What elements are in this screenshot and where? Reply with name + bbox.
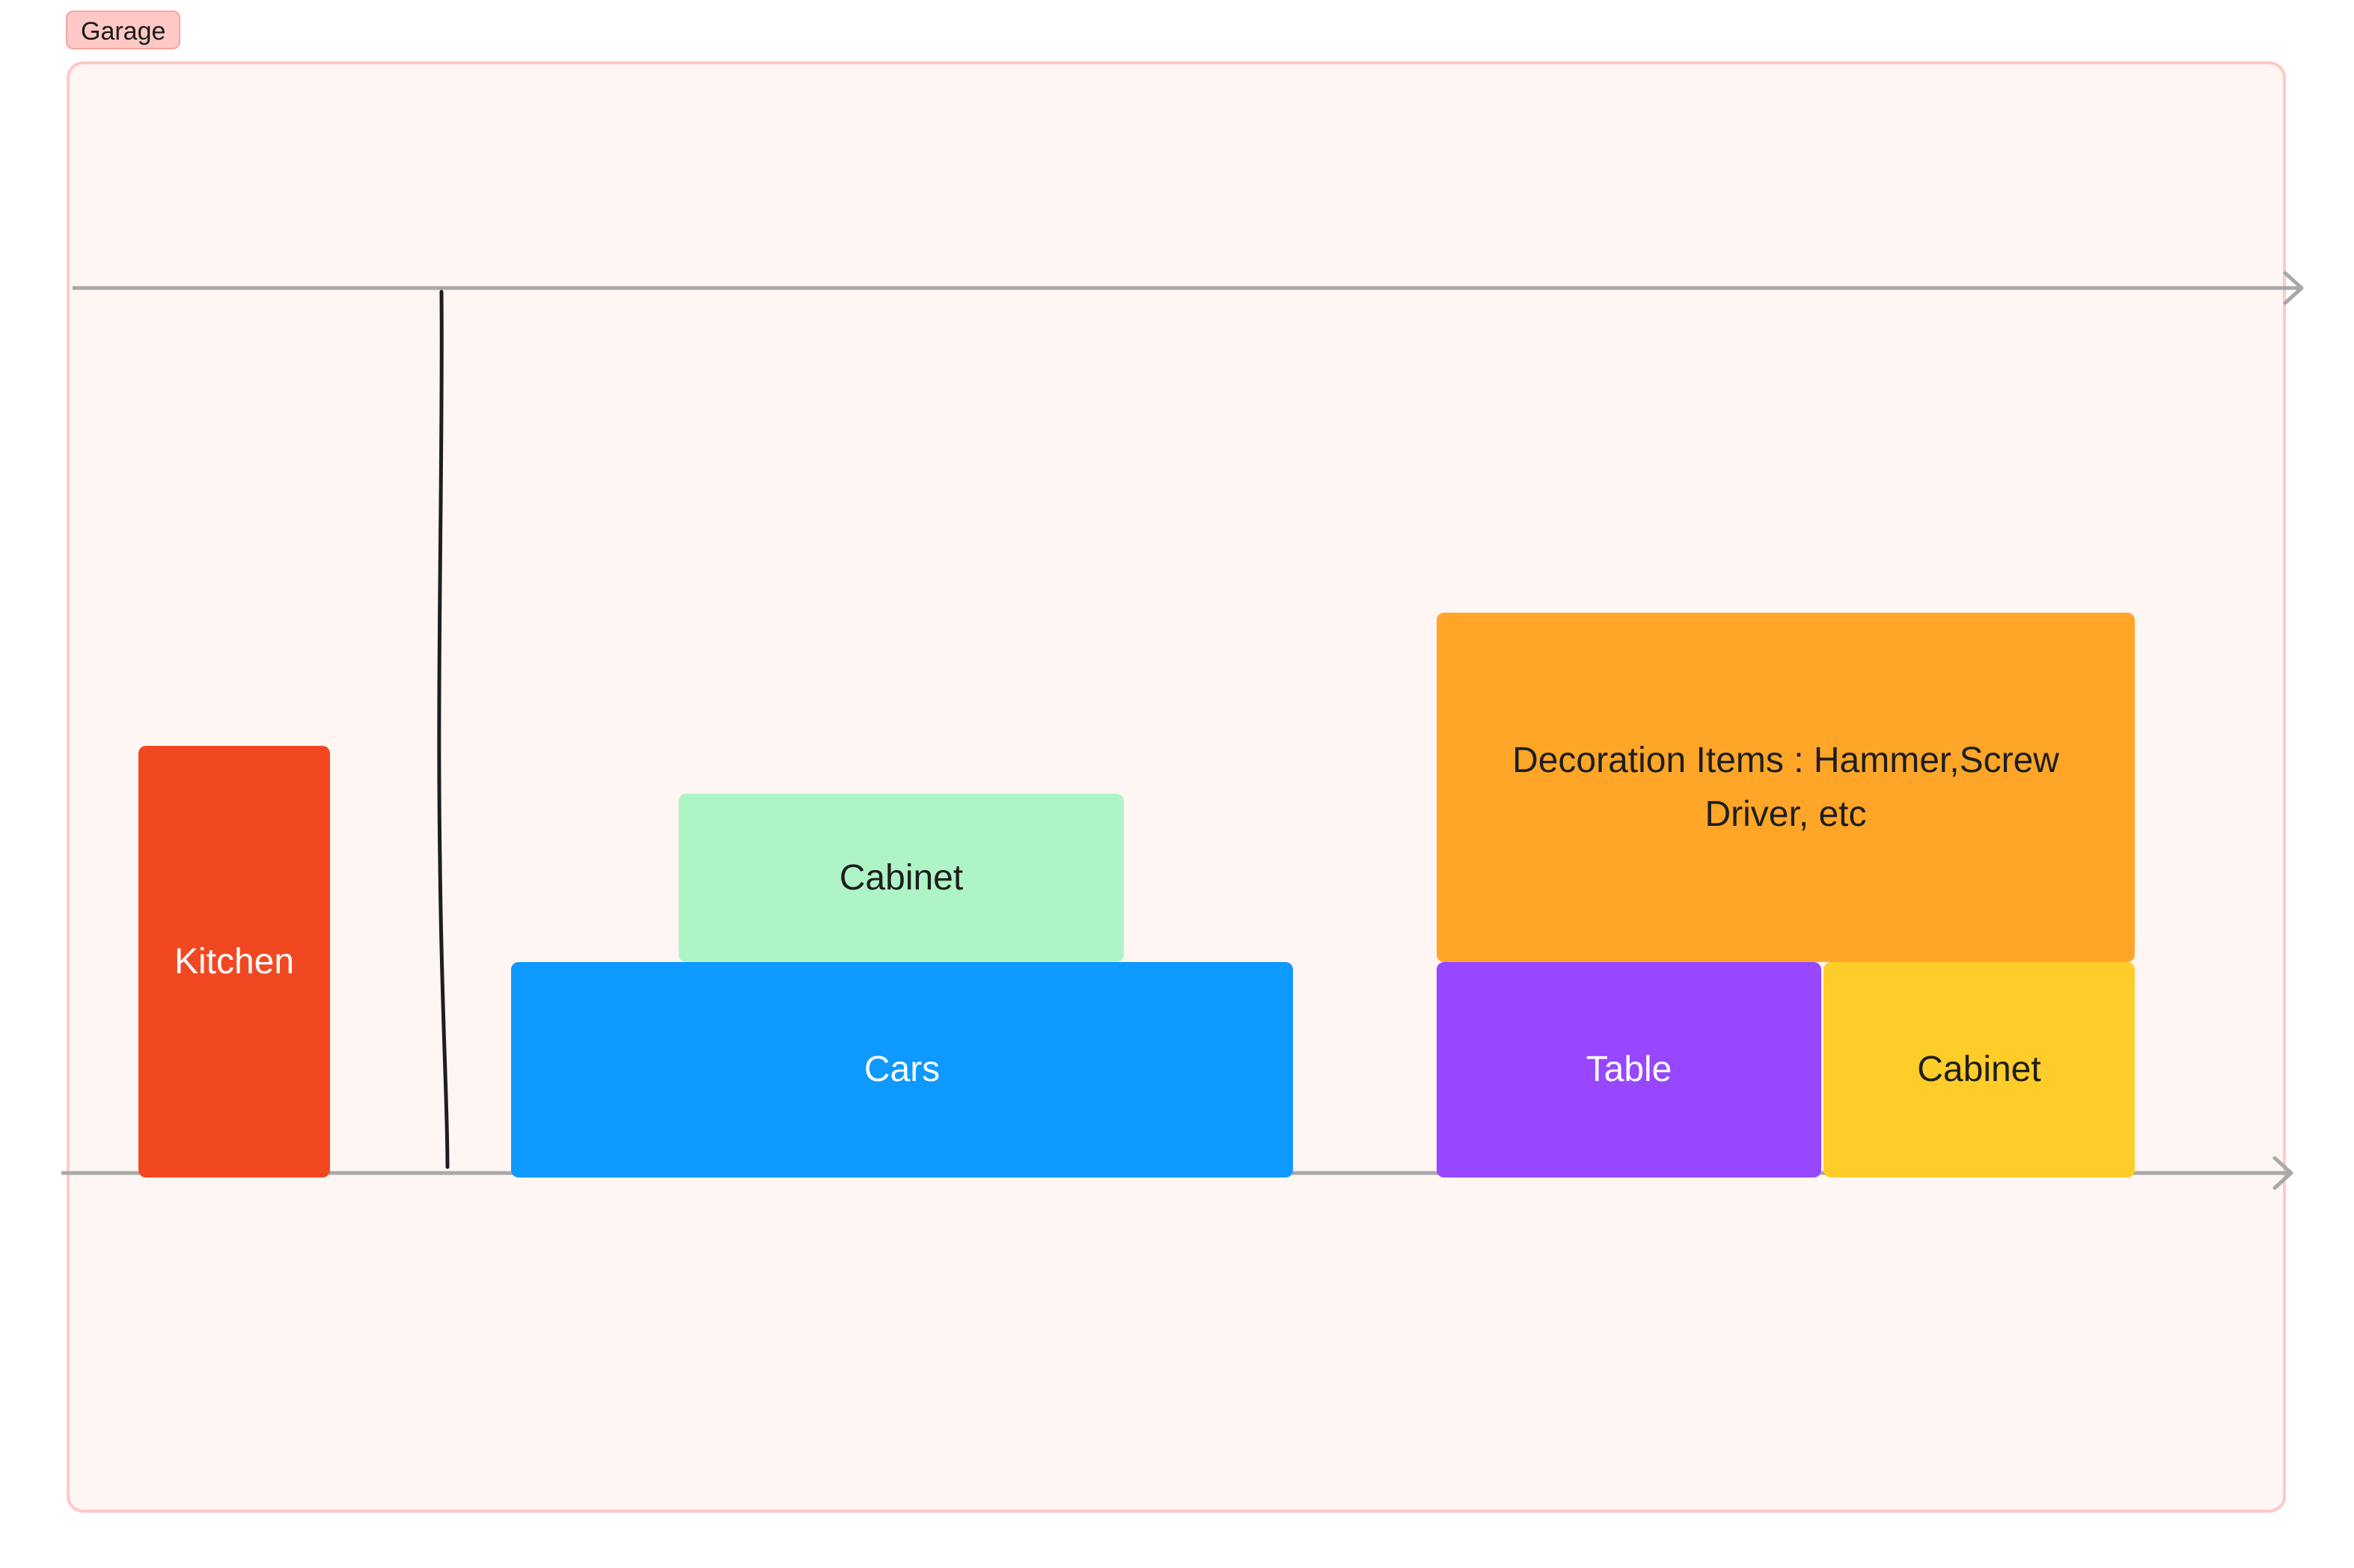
- section-label[interactable]: Garage: [66, 10, 181, 49]
- kitchen-label: Kitchen: [174, 941, 295, 981]
- cabinet-shape-green[interactable]: Cabinet: [679, 794, 1124, 962]
- cars-shape[interactable]: Cars: [511, 962, 1293, 1177]
- table-shape[interactable]: Table: [1437, 962, 1821, 1177]
- cabinet-green-label: Cabinet: [839, 857, 964, 898]
- kitchen-shape[interactable]: Kitchen: [138, 746, 330, 1177]
- top-arrow-head: [2283, 271, 2304, 305]
- cabinet-yellow-label: Cabinet: [1917, 1050, 2041, 1089]
- decoration-items-label: Decoration Items : Hammer,Screw Driver, …: [1512, 740, 2059, 834]
- table-label: Table: [1586, 1050, 1672, 1089]
- cabinet-shape-yellow[interactable]: Cabinet: [1823, 962, 2135, 1177]
- cars-label: Cars: [863, 1050, 941, 1089]
- decoration-items-shape[interactable]: Decoration Items : Hammer,Screw Driver, …: [1437, 613, 2135, 962]
